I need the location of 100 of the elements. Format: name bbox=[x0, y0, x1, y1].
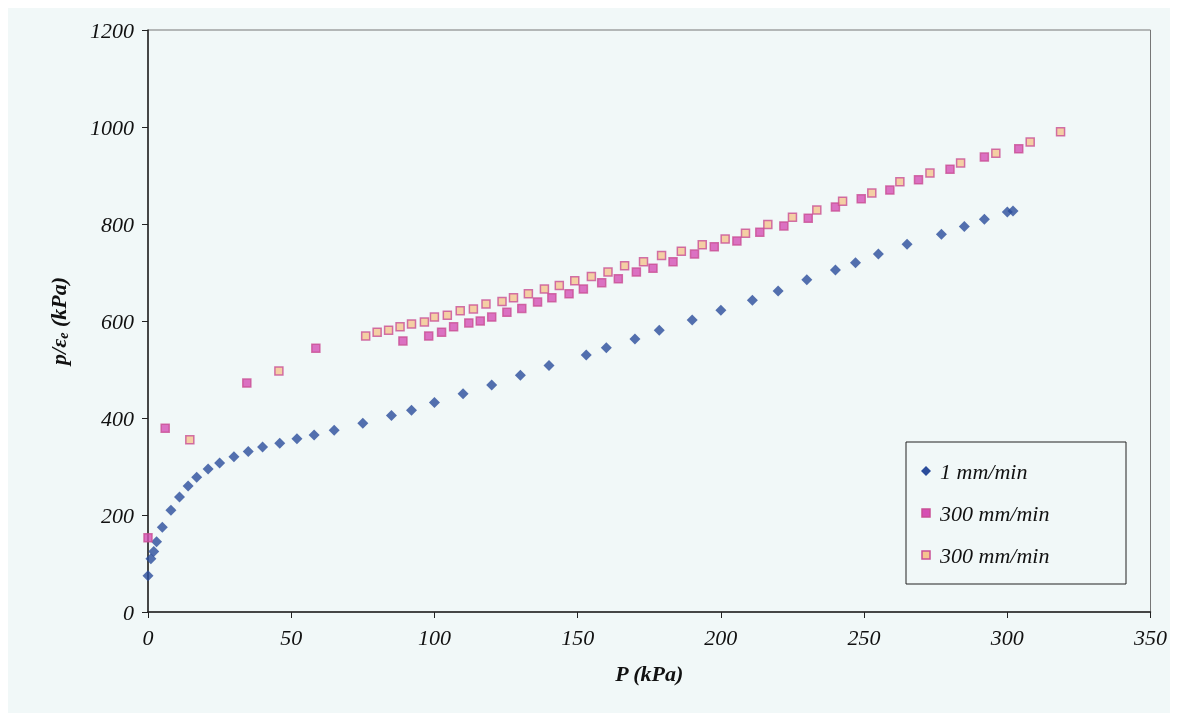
point bbox=[486, 379, 498, 391]
point bbox=[274, 437, 286, 449]
point bbox=[464, 318, 474, 328]
point bbox=[185, 435, 195, 445]
legend-label: 300 mm/min bbox=[939, 542, 1050, 568]
point bbox=[429, 312, 440, 322]
point bbox=[837, 196, 848, 206]
point bbox=[191, 471, 203, 483]
legend-label: 300 mm/min bbox=[939, 500, 1050, 526]
point bbox=[895, 177, 905, 187]
point bbox=[600, 342, 612, 354]
point bbox=[720, 234, 730, 244]
point bbox=[442, 310, 453, 320]
point bbox=[372, 327, 382, 337]
point bbox=[228, 451, 240, 463]
point bbox=[638, 257, 649, 267]
point bbox=[502, 307, 512, 318]
point bbox=[383, 325, 394, 335]
point bbox=[619, 260, 630, 271]
point bbox=[475, 316, 486, 326]
point bbox=[901, 238, 913, 250]
point bbox=[523, 289, 534, 299]
point bbox=[1025, 137, 1035, 147]
point bbox=[357, 417, 369, 429]
point bbox=[945, 164, 955, 174]
point bbox=[517, 303, 527, 314]
y-tick-label: 400 bbox=[101, 405, 134, 431]
point bbox=[547, 292, 557, 303]
point bbox=[436, 327, 447, 337]
point bbox=[689, 249, 700, 259]
point bbox=[787, 212, 798, 222]
point bbox=[746, 294, 758, 306]
point bbox=[697, 240, 707, 250]
point bbox=[586, 271, 597, 282]
point bbox=[142, 570, 154, 582]
point bbox=[419, 317, 430, 327]
point bbox=[629, 333, 641, 345]
point bbox=[1055, 127, 1066, 137]
point bbox=[812, 205, 822, 215]
point bbox=[428, 396, 440, 408]
point bbox=[145, 553, 157, 565]
y-axis-title: p/εe (kPa) bbox=[45, 277, 71, 367]
point bbox=[885, 185, 895, 195]
point bbox=[1007, 205, 1019, 217]
point bbox=[715, 304, 727, 316]
point bbox=[481, 299, 491, 309]
point bbox=[214, 457, 226, 469]
point bbox=[686, 314, 698, 326]
point bbox=[991, 148, 1001, 158]
point bbox=[740, 228, 751, 238]
point bbox=[867, 188, 877, 198]
point bbox=[830, 202, 841, 212]
point bbox=[779, 221, 789, 231]
point bbox=[497, 296, 507, 307]
point bbox=[801, 274, 813, 286]
x-axis-title: P (kPa) bbox=[614, 660, 684, 686]
point bbox=[656, 250, 667, 261]
point bbox=[174, 491, 186, 503]
point bbox=[308, 429, 320, 441]
point bbox=[653, 324, 665, 336]
point bbox=[398, 336, 408, 346]
point bbox=[958, 220, 970, 232]
x-tick-label: 200 bbox=[704, 624, 738, 650]
point bbox=[829, 264, 841, 276]
point bbox=[596, 277, 607, 288]
point bbox=[532, 297, 543, 307]
point bbox=[156, 521, 168, 533]
point bbox=[406, 319, 417, 329]
point bbox=[732, 236, 742, 246]
point bbox=[395, 322, 405, 332]
point bbox=[979, 152, 990, 162]
point bbox=[803, 213, 813, 223]
point bbox=[613, 274, 624, 284]
point bbox=[423, 331, 434, 341]
point bbox=[242, 378, 252, 388]
point bbox=[925, 168, 935, 178]
point bbox=[755, 227, 765, 237]
x-tick-label: 50 bbox=[280, 624, 303, 650]
legend-label: 1 mm/min bbox=[940, 458, 1028, 484]
point bbox=[165, 504, 177, 516]
y-tick-label: 800 bbox=[101, 211, 134, 237]
point bbox=[257, 441, 269, 453]
point bbox=[668, 257, 678, 267]
point bbox=[182, 480, 194, 492]
point bbox=[148, 545, 160, 557]
point bbox=[955, 158, 966, 168]
point bbox=[978, 213, 990, 225]
point bbox=[872, 248, 884, 260]
point bbox=[570, 275, 580, 286]
point bbox=[554, 280, 565, 291]
point bbox=[580, 349, 592, 361]
point bbox=[448, 322, 459, 332]
y-tick-label: 1000 bbox=[90, 114, 134, 140]
point bbox=[242, 445, 254, 457]
point bbox=[160, 423, 170, 433]
point bbox=[564, 289, 574, 299]
point bbox=[543, 360, 555, 372]
x-tick-label: 150 bbox=[561, 624, 595, 650]
point bbox=[508, 292, 519, 303]
point bbox=[578, 284, 589, 294]
